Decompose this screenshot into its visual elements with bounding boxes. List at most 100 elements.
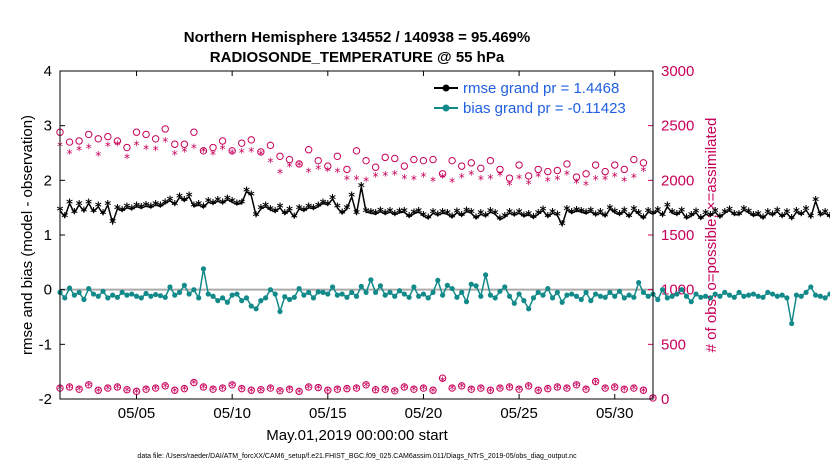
obs-possible-marker [410, 385, 418, 393]
obs-assimilated-marker: * [526, 380, 532, 394]
obs-assimilated-marker: * [564, 383, 570, 397]
rmse-point: * [291, 212, 298, 227]
rmse-point: * [492, 208, 499, 223]
obs-possible-marker [505, 383, 514, 391]
y-axis-label-right: # of obs: o=possible; ×=assimilated [703, 118, 720, 353]
bias-point [119, 289, 125, 295]
obs-possible-marker [419, 156, 428, 165]
bias-point [416, 293, 422, 299]
bias-point [124, 292, 130, 298]
obs-assimilated-marker: * [411, 173, 417, 187]
bias-point [234, 291, 240, 297]
obs-possible-marker [639, 159, 648, 167]
bias-point [224, 299, 230, 305]
legend-marker-bias [442, 104, 450, 112]
obs-possible-marker [161, 382, 169, 390]
bias-line [59, 268, 830, 324]
rmse-point: * [315, 201, 322, 216]
rmse-point: * [764, 207, 771, 222]
obs-assimilated-marker: * [277, 167, 283, 181]
obs-possible-marker [113, 383, 122, 391]
rmse-point: * [736, 209, 743, 224]
bias-point [248, 303, 254, 309]
obs-assimilated-marker: * [287, 384, 293, 398]
rmse-point: * [76, 199, 83, 214]
bias-point [172, 292, 178, 298]
bias-point [81, 296, 87, 303]
obs-assimilated-marker: * [354, 173, 360, 187]
obs-assimilated-marker: * [573, 177, 579, 191]
bias-point [636, 279, 642, 286]
rmse-point: * [516, 207, 523, 222]
obs-assimilated-marker: * [287, 160, 293, 174]
obs-assimilated-marker: * [440, 374, 446, 388]
obs-possible-marker [142, 385, 150, 393]
bias-point [698, 294, 704, 300]
rmse-point: * [286, 204, 293, 219]
obs-possible-marker [438, 374, 447, 382]
obs-possible-marker [123, 386, 131, 394]
obs-assimilated-marker: * [392, 385, 398, 399]
obs-possible-marker [582, 385, 590, 393]
bias-point [114, 294, 120, 300]
bias-point [449, 285, 455, 292]
obs-assimilated-marker: * [162, 380, 168, 394]
rmse-point: * [788, 213, 795, 228]
rmse-point: * [124, 202, 131, 217]
bias-point [200, 266, 207, 272]
x-axis-label: May.01,2019 00:00:00 start [266, 427, 448, 444]
bias-point [674, 291, 680, 297]
obs-assimilated-marker: * [459, 380, 465, 394]
rmse-point: * [391, 209, 398, 224]
bias-point [296, 285, 302, 292]
rmse-point: * [726, 204, 733, 219]
bias-point [521, 298, 527, 304]
bias-point [731, 294, 737, 300]
data-file-footer: data file: /Users/raeder/DAI/ATM_forcXX/… [137, 453, 577, 460]
obs-possible-marker [429, 386, 437, 394]
obs-assimilated-marker: * [296, 159, 302, 173]
bias-point [793, 292, 800, 298]
bias-point [473, 283, 479, 289]
rmse-point: * [157, 201, 164, 216]
obs-possible-marker [419, 384, 428, 392]
obs-assimilated-marker: * [334, 166, 340, 180]
rmse-point: * [176, 191, 183, 206]
bias-point [769, 291, 776, 297]
bias-point [133, 293, 140, 299]
rmse-point: * [544, 211, 551, 226]
rmse-point: * [305, 202, 312, 217]
obs-possible-marker [429, 155, 437, 164]
obs-possible-marker [371, 163, 380, 171]
obs-assimilated-marker: * [631, 383, 637, 397]
rmse-point: * [171, 199, 178, 214]
rmse-point: * [755, 209, 762, 224]
rmse-point: * [152, 199, 159, 214]
obs-assimilated-marker: * [76, 144, 82, 158]
bias-point [435, 277, 441, 283]
obs-assimilated-marker: * [143, 384, 149, 398]
bias-point [329, 284, 336, 290]
obs-possible-marker [563, 160, 571, 168]
bias-point [588, 298, 594, 304]
rmse-point: * [167, 195, 174, 210]
rmse-point: * [559, 219, 566, 234]
bias-point [765, 289, 771, 295]
chart-title: Northern Hemisphere 134552 / 140938 = 95… [184, 29, 530, 46]
obs-assimilated-marker: * [497, 383, 503, 397]
bias-point [186, 291, 192, 297]
rmse-point: * [387, 206, 394, 221]
obs-assimilated-marker: * [210, 384, 216, 398]
x-axis: 05/05 05/10 05/15 05/20 05/25 05/30 [118, 71, 634, 422]
y-tick-label-right: 2500 [661, 118, 694, 135]
rmse-point: * [740, 204, 747, 219]
obs-possible-marker [132, 128, 141, 136]
chart-subtitle: RADIOSONDE_TEMPERATURE @ 55 hPa [210, 49, 505, 66]
obs-assimilated-marker: * [382, 384, 388, 398]
bias-point [722, 289, 728, 295]
bias-point [167, 284, 173, 290]
obs-assimilated-marker: * [430, 385, 436, 399]
bias-point [401, 291, 407, 297]
bias-point [607, 289, 613, 295]
